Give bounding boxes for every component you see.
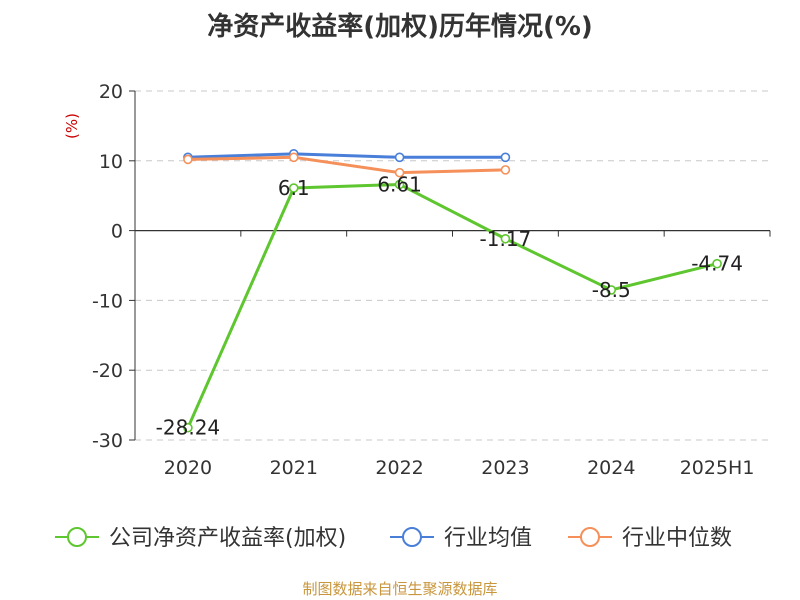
y-axis-unit-label: (%) xyxy=(63,113,81,139)
data-label: 6.61 xyxy=(377,172,422,196)
y-tick-label: 10 xyxy=(99,151,123,173)
data-point xyxy=(500,165,511,175)
chart-title: 净资产收益率(加权)历年情况(%) xyxy=(207,12,593,42)
data-label: -1.17 xyxy=(480,227,532,251)
data-label: -8.5 xyxy=(592,278,631,302)
grid-layer xyxy=(135,90,770,441)
legend-label: 行业均值 xyxy=(444,526,532,551)
data-label: -28.24 xyxy=(156,416,220,440)
data-point xyxy=(183,422,193,433)
legend-swatch-marker xyxy=(67,527,87,547)
y-tick-label: 20 xyxy=(99,81,123,103)
x-tick-label: 2023 xyxy=(481,457,529,479)
x-tick-label: 2020 xyxy=(164,457,212,479)
series-line-0 xyxy=(186,182,718,429)
data-point xyxy=(288,183,299,193)
y-tick-label: -10 xyxy=(92,290,123,312)
legend-label: 行业中位数 xyxy=(622,526,732,551)
legend: 公司净资产收益率(加权) 行业均值 行业中位数 xyxy=(55,526,732,551)
data-label: 6.1 xyxy=(278,176,310,200)
axis-layer: 20 10 0 -10 -20 -30 2020 2021 2022 2023 2024 2025H1 xyxy=(92,81,771,479)
series-line-2 xyxy=(187,155,506,175)
y-tick-label: -30 xyxy=(92,430,123,452)
y-tick-label: -20 xyxy=(92,360,123,382)
data-point xyxy=(394,179,405,190)
series-line-1 xyxy=(187,152,506,159)
legend-swatch-marker xyxy=(402,527,422,547)
data-point xyxy=(288,152,299,163)
legend-label: 公司净资产收益率(加权) xyxy=(109,526,346,551)
data-label: -4.74 xyxy=(691,252,743,276)
y-tick-label: 0 xyxy=(111,221,123,243)
data-point xyxy=(500,233,511,244)
data-point xyxy=(500,152,511,163)
legend-swatch-marker xyxy=(580,527,600,547)
x-tick-label: 2025H1 xyxy=(680,457,755,479)
x-tick-label: 2022 xyxy=(375,457,423,479)
x-tick-label: 2021 xyxy=(270,457,318,479)
data-point xyxy=(606,285,617,295)
data-point xyxy=(394,167,405,178)
data-point xyxy=(183,154,193,165)
data-point xyxy=(394,152,405,163)
x-tick-label: 2024 xyxy=(587,457,635,479)
data-point xyxy=(712,258,722,269)
data-label-layer: -28.24 6.1 6.61 -1.17 -8.5 -4.74 xyxy=(156,172,743,439)
source-note: 制图数据来自恒生聚源数据库 xyxy=(302,580,498,598)
series-layer xyxy=(183,149,722,433)
